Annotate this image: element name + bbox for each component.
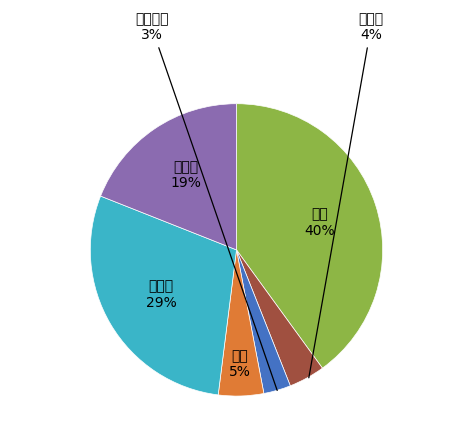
Wedge shape xyxy=(218,250,264,396)
Wedge shape xyxy=(90,196,236,395)
Text: 廃用
40%: 廃用 40% xyxy=(305,208,335,238)
Text: 脳血管
4%: 脳血管 4% xyxy=(309,12,384,378)
Wedge shape xyxy=(101,104,236,250)
Text: がん
5%: がん 5% xyxy=(229,349,251,379)
Wedge shape xyxy=(236,250,323,386)
Text: 心大血管
3%: 心大血管 3% xyxy=(135,12,277,391)
Text: 呼吸器
29%: 呼吸器 29% xyxy=(146,279,176,309)
Text: 運動器
19%: 運動器 19% xyxy=(170,160,201,190)
Wedge shape xyxy=(236,250,290,394)
Wedge shape xyxy=(236,104,383,368)
